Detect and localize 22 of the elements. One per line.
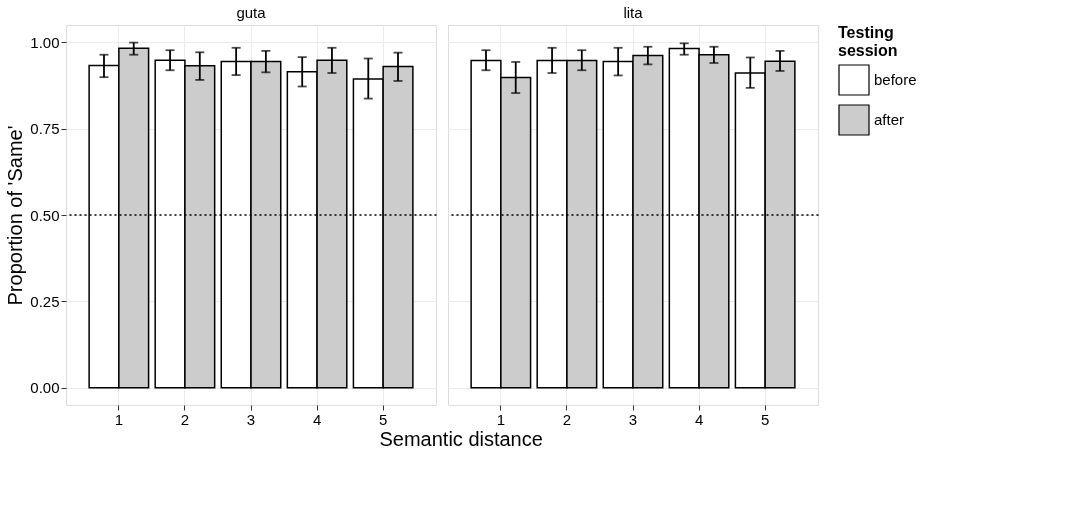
chart-title: lita <box>623 4 644 21</box>
y-tick-label: 1.00 <box>30 33 60 51</box>
chart-title: guta <box>236 4 267 21</box>
x-tick-label: 3 <box>246 410 256 428</box>
x-tick-label: 3 <box>628 410 638 428</box>
x-tick-label: 2 <box>180 410 190 428</box>
legend-label: after <box>874 111 905 128</box>
x-axis-title: Semantic distance <box>379 427 543 450</box>
legend-title: Testing session <box>838 24 898 59</box>
x-tick-label: 1 <box>114 410 124 428</box>
x-tick-label: 5 <box>760 410 770 428</box>
legend-label: before <box>874 71 917 88</box>
y-tick-label: 0.50 <box>30 206 60 224</box>
x-tick-label: 5 <box>378 410 388 428</box>
x-tick-label: 4 <box>694 410 704 428</box>
x-tick-label: 4 <box>312 410 322 428</box>
x-tick-label: 1 <box>496 410 506 428</box>
y-tick-label: 0.25 <box>30 292 60 310</box>
y-axis-title: Proportion of 'Same' <box>4 125 27 306</box>
y-tick-label: 0.75 <box>30 120 60 138</box>
y-tick-label: 0.00 <box>30 379 60 397</box>
x-tick-label: 2 <box>562 410 572 428</box>
